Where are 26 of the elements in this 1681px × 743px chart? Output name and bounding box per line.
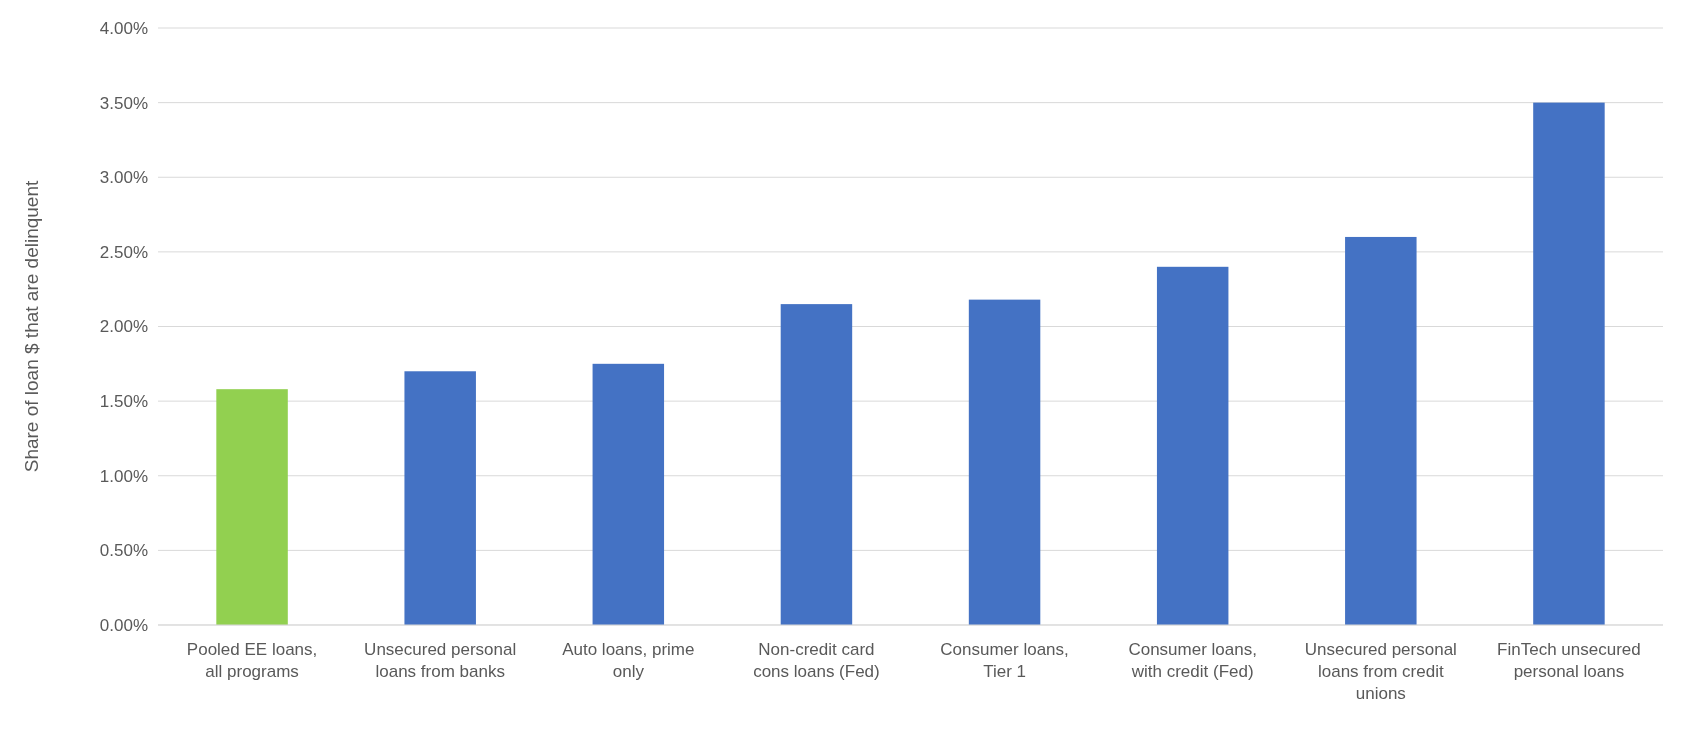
- y-tick-label: 3.50%: [99, 93, 148, 113]
- x-tick-label: Auto loans, prime only: [562, 640, 695, 681]
- x-tick-label: Consumer loans, with credit (Fed): [1128, 640, 1257, 681]
- y-tick-label: 3.00%: [99, 168, 148, 188]
- x-tick-label: FinTech unsecured personal loans: [1497, 640, 1641, 681]
- x-tick-label: Unsecured personal loans from banks: [364, 640, 517, 681]
- bar: [404, 371, 476, 625]
- bar: [968, 299, 1041, 625]
- bar: [1533, 102, 1605, 625]
- y-tick-label: 0.00%: [99, 615, 148, 635]
- bar: [592, 363, 665, 625]
- y-tick-label: 4.00%: [99, 18, 148, 38]
- y-tick-label: 2.00%: [99, 317, 148, 337]
- y-axis-title: Share of loan $ that are delinquent: [21, 180, 42, 473]
- x-tick-label: Non-credit card cons loans (Fed): [753, 640, 880, 681]
- x-tick-label: Consumer loans, Tier 1: [940, 640, 1069, 681]
- bar: [1345, 236, 1417, 625]
- x-tick-label: Unsecured personal loans from credit unions: [1304, 640, 1457, 703]
- y-tick-label: 2.50%: [99, 242, 148, 262]
- y-tick-label: 1.50%: [99, 392, 148, 412]
- x-tick-label: Pooled EE loans, all programs: [186, 640, 318, 681]
- y-tick-label: 0.50%: [99, 541, 148, 561]
- bar: [1156, 266, 1229, 625]
- bar: [216, 389, 288, 625]
- bar: [780, 304, 853, 625]
- y-tick-label: 1.00%: [99, 466, 148, 486]
